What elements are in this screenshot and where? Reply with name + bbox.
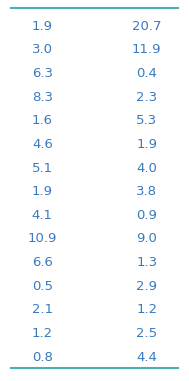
Text: 4.6: 4.6 bbox=[32, 138, 53, 151]
Text: 0.5: 0.5 bbox=[32, 280, 53, 293]
Text: 1.6: 1.6 bbox=[32, 114, 53, 127]
Text: 2.9: 2.9 bbox=[136, 280, 157, 293]
Text: 0.9: 0.9 bbox=[136, 209, 157, 222]
Text: 1.9: 1.9 bbox=[32, 185, 53, 198]
Text: 6.3: 6.3 bbox=[32, 67, 53, 80]
Text: 1.9: 1.9 bbox=[32, 20, 53, 33]
Text: 1.2: 1.2 bbox=[32, 327, 53, 340]
Text: 3.0: 3.0 bbox=[32, 43, 53, 56]
Text: 1.2: 1.2 bbox=[136, 303, 157, 316]
Text: 8.3: 8.3 bbox=[32, 91, 53, 104]
Text: 5.1: 5.1 bbox=[32, 162, 53, 174]
Text: 2.5: 2.5 bbox=[136, 327, 157, 340]
Text: 20.7: 20.7 bbox=[132, 20, 161, 33]
Text: 1.9: 1.9 bbox=[136, 138, 157, 151]
Text: 9.0: 9.0 bbox=[136, 232, 157, 245]
Text: 0.4: 0.4 bbox=[136, 67, 157, 80]
Text: 0.8: 0.8 bbox=[32, 351, 53, 363]
Text: 11.9: 11.9 bbox=[132, 43, 161, 56]
Text: 5.3: 5.3 bbox=[136, 114, 157, 127]
Text: 2.1: 2.1 bbox=[32, 303, 53, 316]
Text: 2.3: 2.3 bbox=[136, 91, 157, 104]
Text: 4.0: 4.0 bbox=[136, 162, 157, 174]
Text: 10.9: 10.9 bbox=[28, 232, 57, 245]
Text: 4.1: 4.1 bbox=[32, 209, 53, 222]
Text: 1.3: 1.3 bbox=[136, 256, 157, 269]
Text: 6.6: 6.6 bbox=[32, 256, 53, 269]
Text: 3.8: 3.8 bbox=[136, 185, 157, 198]
Text: 4.4: 4.4 bbox=[136, 351, 157, 363]
